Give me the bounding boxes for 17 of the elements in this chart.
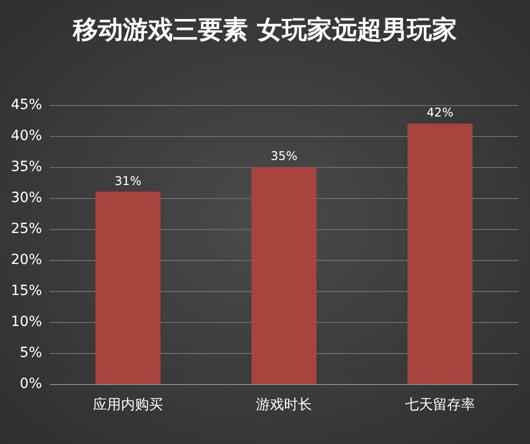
y-tick-label: 5% xyxy=(20,345,42,361)
y-tick-label: 40% xyxy=(10,128,42,144)
x-tick-label: 游戏时长 xyxy=(256,397,312,413)
y-tick-label: 30% xyxy=(10,190,42,206)
x-tick-label: 七天留存率 xyxy=(405,397,475,413)
data-label: 31% xyxy=(114,174,142,188)
y-tick-label: 10% xyxy=(10,314,42,330)
y-tick-label: 35% xyxy=(10,159,42,175)
y-tick-label: 20% xyxy=(10,252,42,268)
y-tick-label: 25% xyxy=(10,221,42,237)
y-tick-label: 15% xyxy=(10,283,42,299)
x-tick-label: 应用内购买 xyxy=(93,397,163,413)
chart-title: 移动游戏三要素 女玩家远超男玩家 xyxy=(72,15,457,44)
y-tick-label: 0% xyxy=(20,376,42,392)
y-tick-label: 45% xyxy=(10,97,42,113)
data-label: 42% xyxy=(426,106,454,120)
data-label: 35% xyxy=(270,149,298,163)
